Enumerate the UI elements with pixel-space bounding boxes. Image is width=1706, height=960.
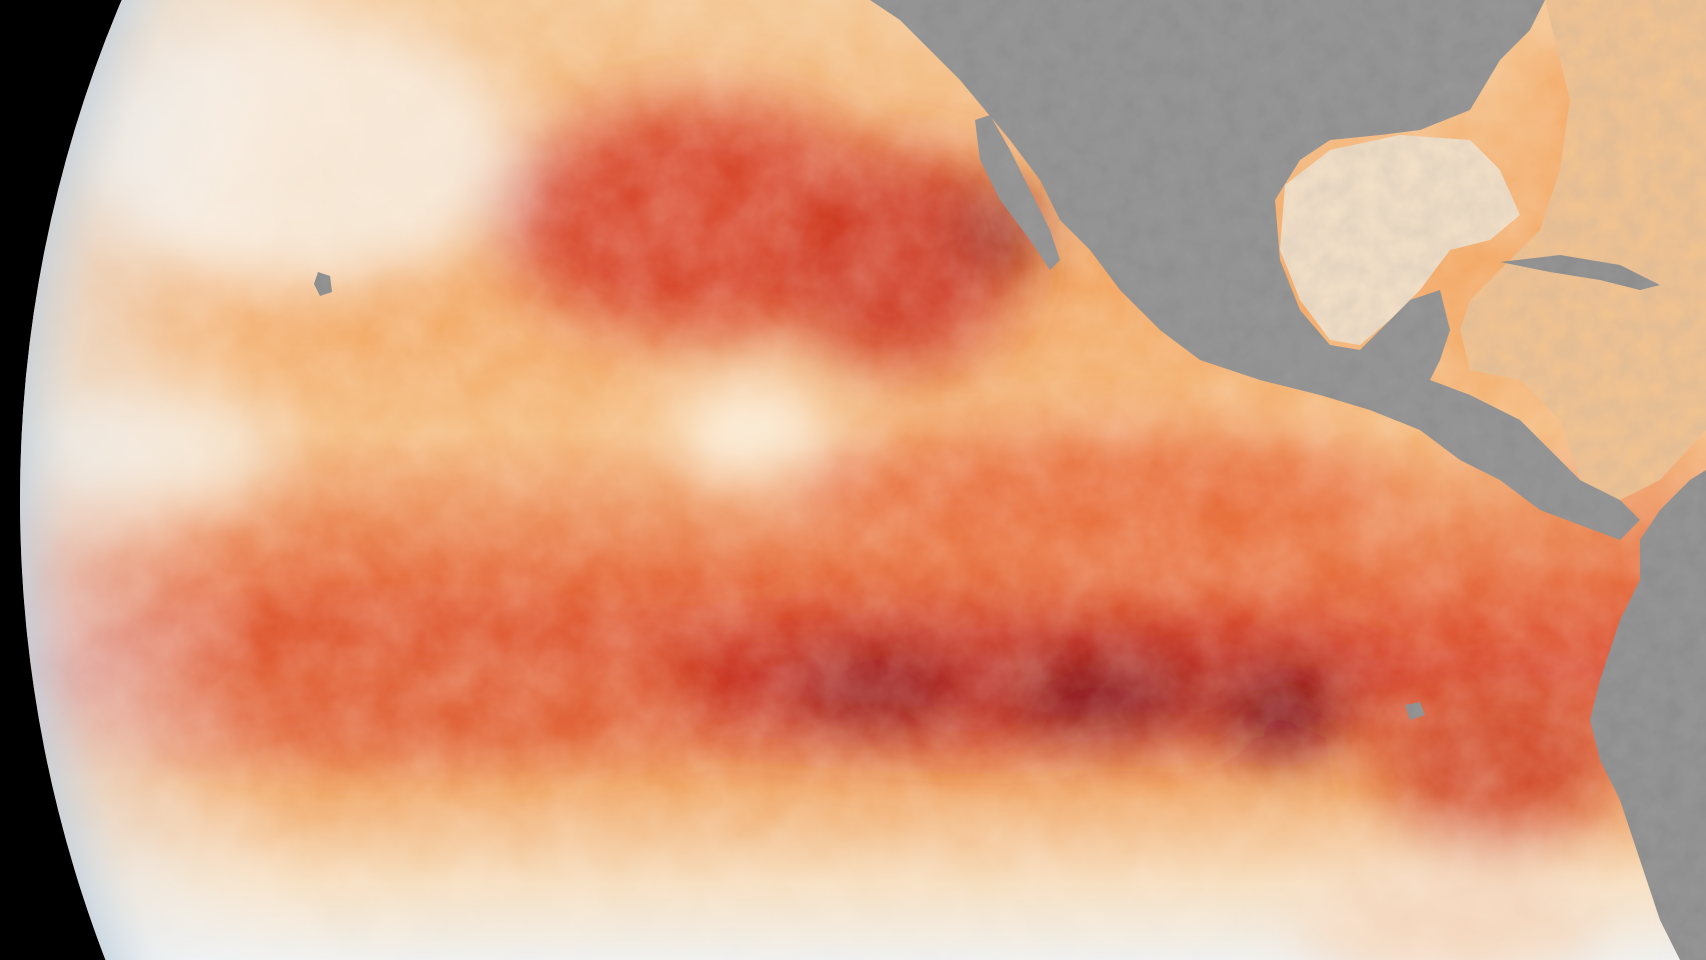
hawaii-islands (314, 272, 332, 296)
gulf-of-mexico-water (1280, 135, 1520, 345)
land-masses (314, 0, 1706, 960)
north-america-land (870, 0, 1640, 540)
galapagos-islands (1405, 702, 1425, 720)
south-america-land (1590, 470, 1706, 960)
caribbean-sea-water (1460, 0, 1706, 500)
cuba-land (1500, 255, 1660, 290)
baja-california-land (975, 115, 1060, 270)
